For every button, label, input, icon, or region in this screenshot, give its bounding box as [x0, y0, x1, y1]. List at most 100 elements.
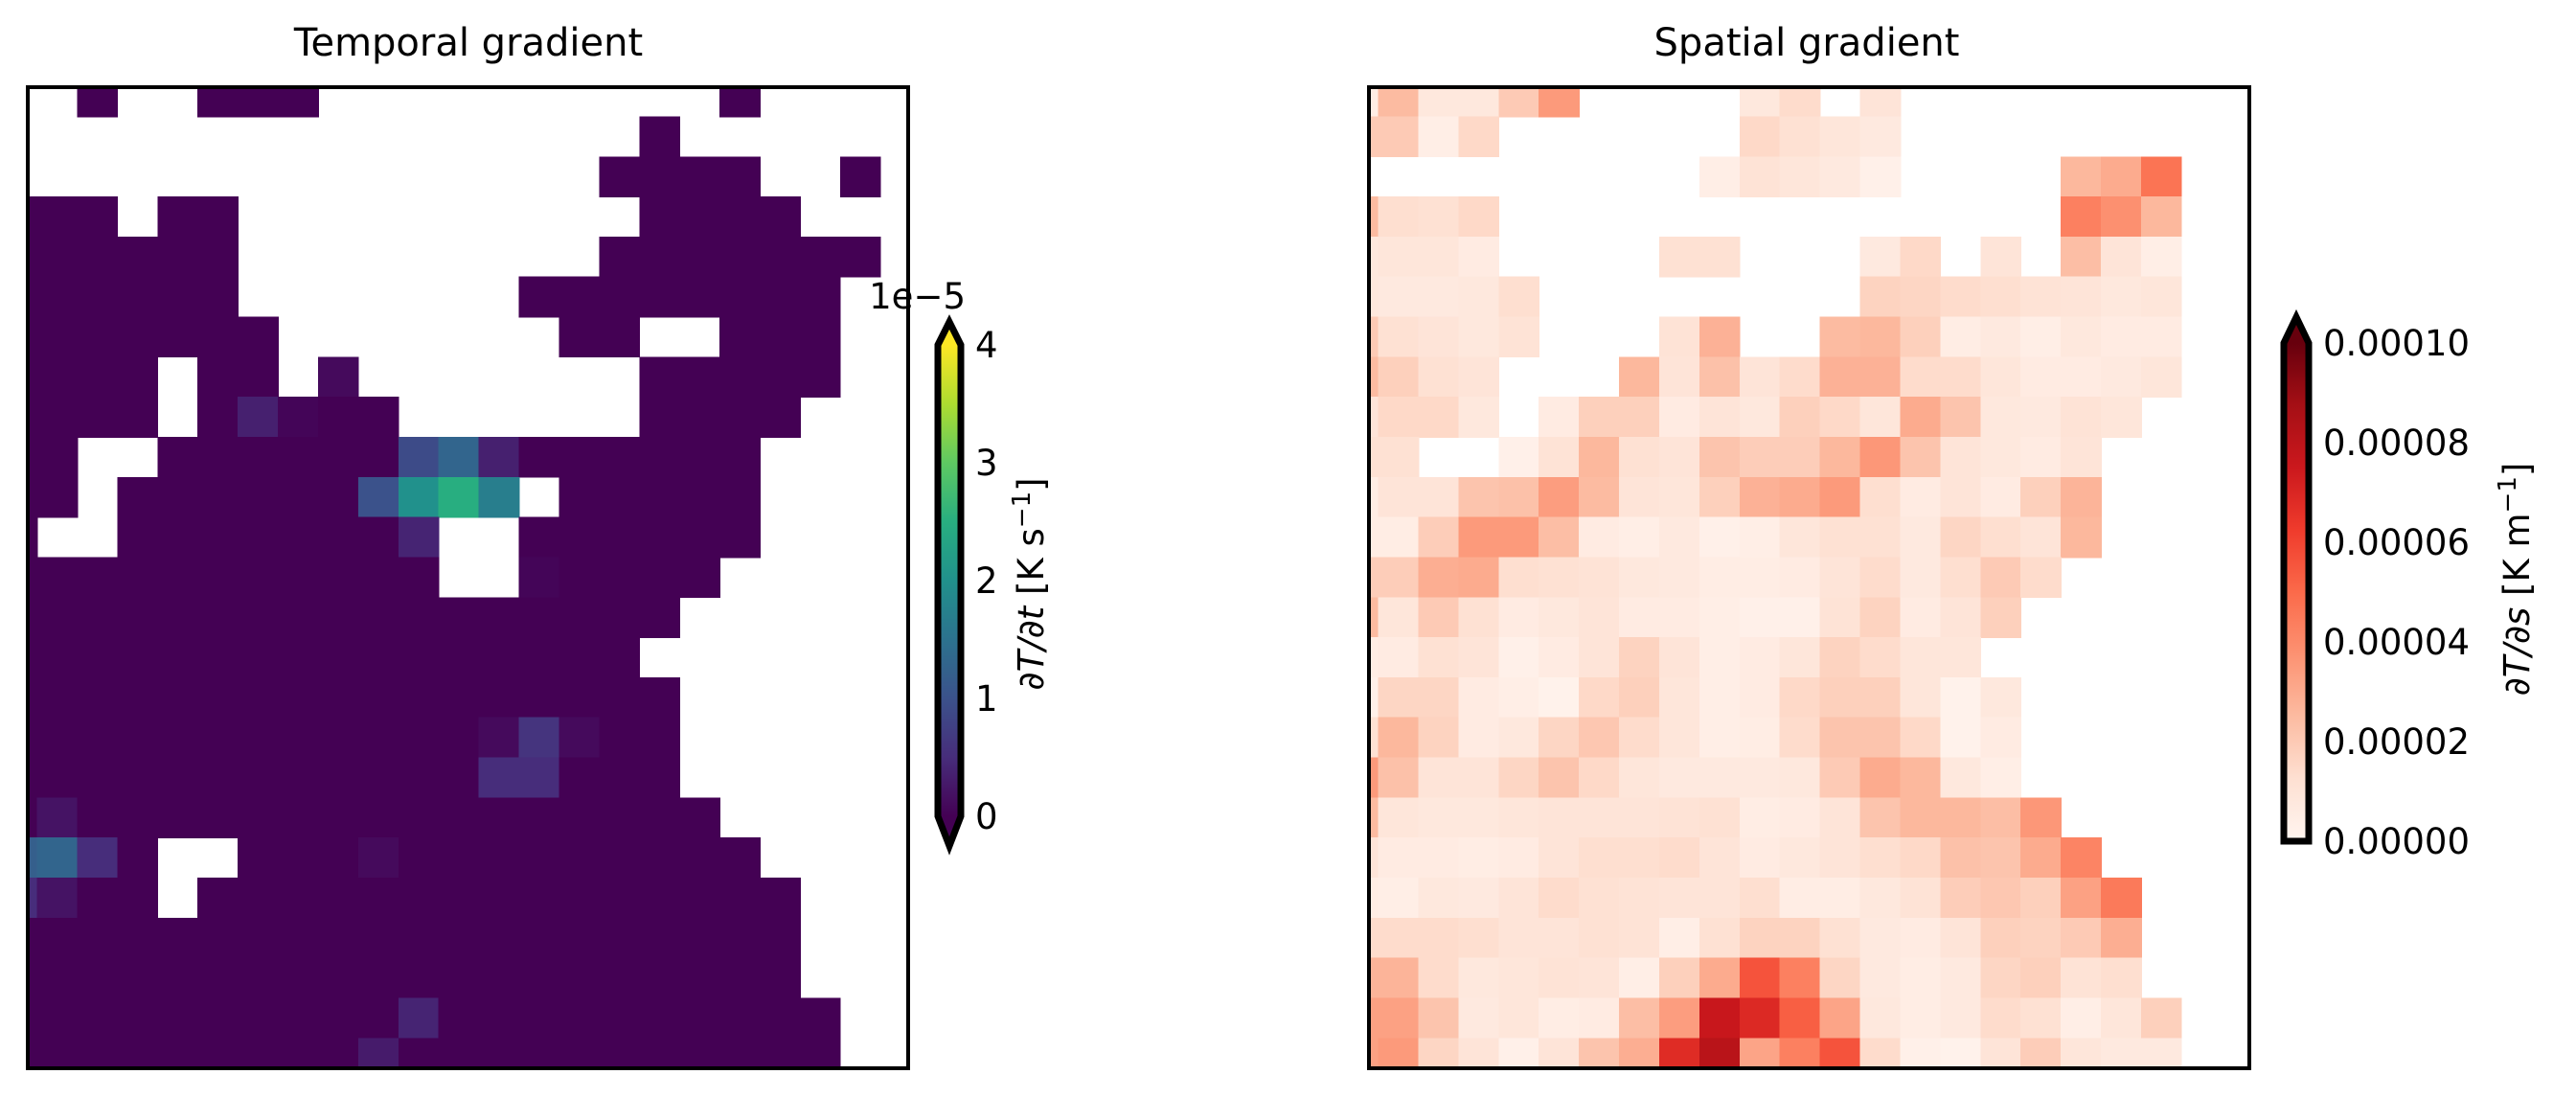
- heatmap-cell: [1698, 236, 1741, 278]
- heatmap-cell: [398, 837, 440, 879]
- heatmap-cell: [117, 557, 159, 599]
- heatmap-cell: [357, 597, 399, 638]
- heatmap-cell: [478, 957, 520, 999]
- heatmap-cell: [438, 797, 480, 839]
- heatmap-cell: [77, 676, 119, 719]
- heatmap-cell: [1819, 476, 1861, 518]
- heatmap-cell: [599, 597, 641, 638]
- heatmap-cell: [2020, 557, 2062, 599]
- heatmap-cell: [157, 437, 199, 478]
- heatmap-cell: [1579, 837, 1620, 879]
- heatmap-cell: [1378, 637, 1420, 678]
- heatmap-cell: [1658, 797, 1700, 839]
- heatmap-cell: [1900, 997, 1942, 1040]
- heatmap-cell: [839, 156, 881, 197]
- heatmap-cell: [1371, 957, 1379, 999]
- heatmap-cell: [639, 1038, 681, 1066]
- heatmap-cell: [1539, 597, 1580, 638]
- heatmap-cell: [77, 997, 119, 1040]
- heatmap-cell: [117, 717, 159, 759]
- heatmap-cell: [1698, 837, 1741, 879]
- heatmap-cell: [438, 676, 480, 719]
- heatmap-cell: [719, 437, 761, 478]
- heatmap-cell: [2140, 316, 2182, 358]
- heatmap-cell: [2061, 316, 2102, 358]
- heatmap-cell: [1698, 557, 1741, 599]
- heatmap-cell: [317, 837, 359, 879]
- heatmap-cell: [1371, 557, 1379, 599]
- heatmap-cell: [1900, 757, 1942, 799]
- heatmap-cell: [639, 437, 681, 478]
- heatmap-cell: [398, 516, 440, 559]
- heatmap-cell: [1658, 878, 1700, 919]
- heatmap-cell: [2020, 397, 2062, 438]
- heatmap-cell: [599, 637, 641, 678]
- heatmap-cell: [599, 917, 641, 959]
- heatmap-cell: [317, 476, 359, 518]
- heatmap-cell: [478, 676, 520, 719]
- heatmap-cell: [719, 476, 761, 518]
- heatmap-cell: [1371, 276, 1379, 318]
- heatmap-cell: [679, 557, 720, 599]
- heatmap-cell: [238, 676, 279, 719]
- heatmap-cell: [1498, 597, 1540, 638]
- heatmap-cell: [1819, 637, 1861, 678]
- heatmap-cell: [278, 957, 319, 999]
- heatmap-cell: [1900, 597, 1942, 638]
- heatmap-cell: [36, 1038, 79, 1066]
- heatmap-cell: [1371, 837, 1379, 879]
- heatmap-cell: [1739, 757, 1781, 799]
- heatmap-cell: [719, 316, 761, 358]
- heatmap-cell: [398, 597, 440, 638]
- heatmap-cell: [760, 997, 801, 1040]
- heatmap-cell: [1900, 236, 1942, 278]
- heatmap-cell: [1458, 797, 1500, 839]
- heatmap-cell: [36, 597, 79, 638]
- heatmap-cell: [518, 676, 560, 719]
- heatmap-cell: [679, 156, 720, 197]
- heatmap-cell: [278, 516, 319, 559]
- heatmap-cell: [599, 676, 641, 719]
- heatmap-cell: [679, 236, 720, 278]
- heatmap-cell: [1658, 236, 1700, 278]
- heatmap-cell: [1498, 516, 1540, 559]
- heatmap-cell: [357, 557, 399, 599]
- heatmap-cell: [639, 597, 681, 638]
- heatmap-cell: [2140, 356, 2182, 399]
- heatmap-cell: [1940, 557, 1982, 599]
- heatmap-cell: [719, 196, 761, 238]
- heatmap-cell: [1698, 957, 1741, 999]
- heatmap-cell: [278, 476, 319, 518]
- heatmap-cell: [317, 516, 359, 559]
- heatmap-cell: [478, 878, 520, 919]
- colorbar-tick-label: 0.00004: [2323, 622, 2470, 663]
- heatmap-cell: [1779, 437, 1821, 478]
- heatmap-cell: [77, 276, 119, 318]
- heatmap-cell: [1658, 397, 1700, 438]
- heatmap-cell: [1819, 997, 1861, 1040]
- heatmap-cell: [599, 476, 641, 518]
- heatmap-cell: [157, 316, 199, 358]
- heatmap-cell: [1658, 837, 1700, 879]
- heatmap-cell: [278, 997, 319, 1040]
- heatmap-cell: [1498, 717, 1540, 759]
- heatmap-cell: [30, 557, 38, 599]
- heatmap-cell: [278, 717, 319, 759]
- heatmap-cell: [1739, 156, 1781, 197]
- heatmap-cell: [1779, 476, 1821, 518]
- heatmap-cell: [197, 397, 239, 438]
- heatmap-cell: [1371, 717, 1379, 759]
- heatmap-cell: [238, 557, 279, 599]
- heatmap-cell: [1859, 717, 1902, 759]
- heatmap-cell: [1378, 356, 1420, 399]
- heatmap-cell: [1458, 717, 1500, 759]
- heatmap-cell: [1859, 917, 1902, 959]
- heatmap-cell: [36, 316, 79, 358]
- heatmap-cell: [30, 997, 38, 1040]
- heatmap-cell: [1739, 837, 1781, 879]
- heatmap-cell: [1658, 757, 1700, 799]
- heatmap-cell: [1378, 397, 1420, 438]
- heatmap-cell: [1739, 557, 1781, 599]
- heatmap-cell: [599, 236, 641, 278]
- heatmap-cell: [1498, 997, 1540, 1040]
